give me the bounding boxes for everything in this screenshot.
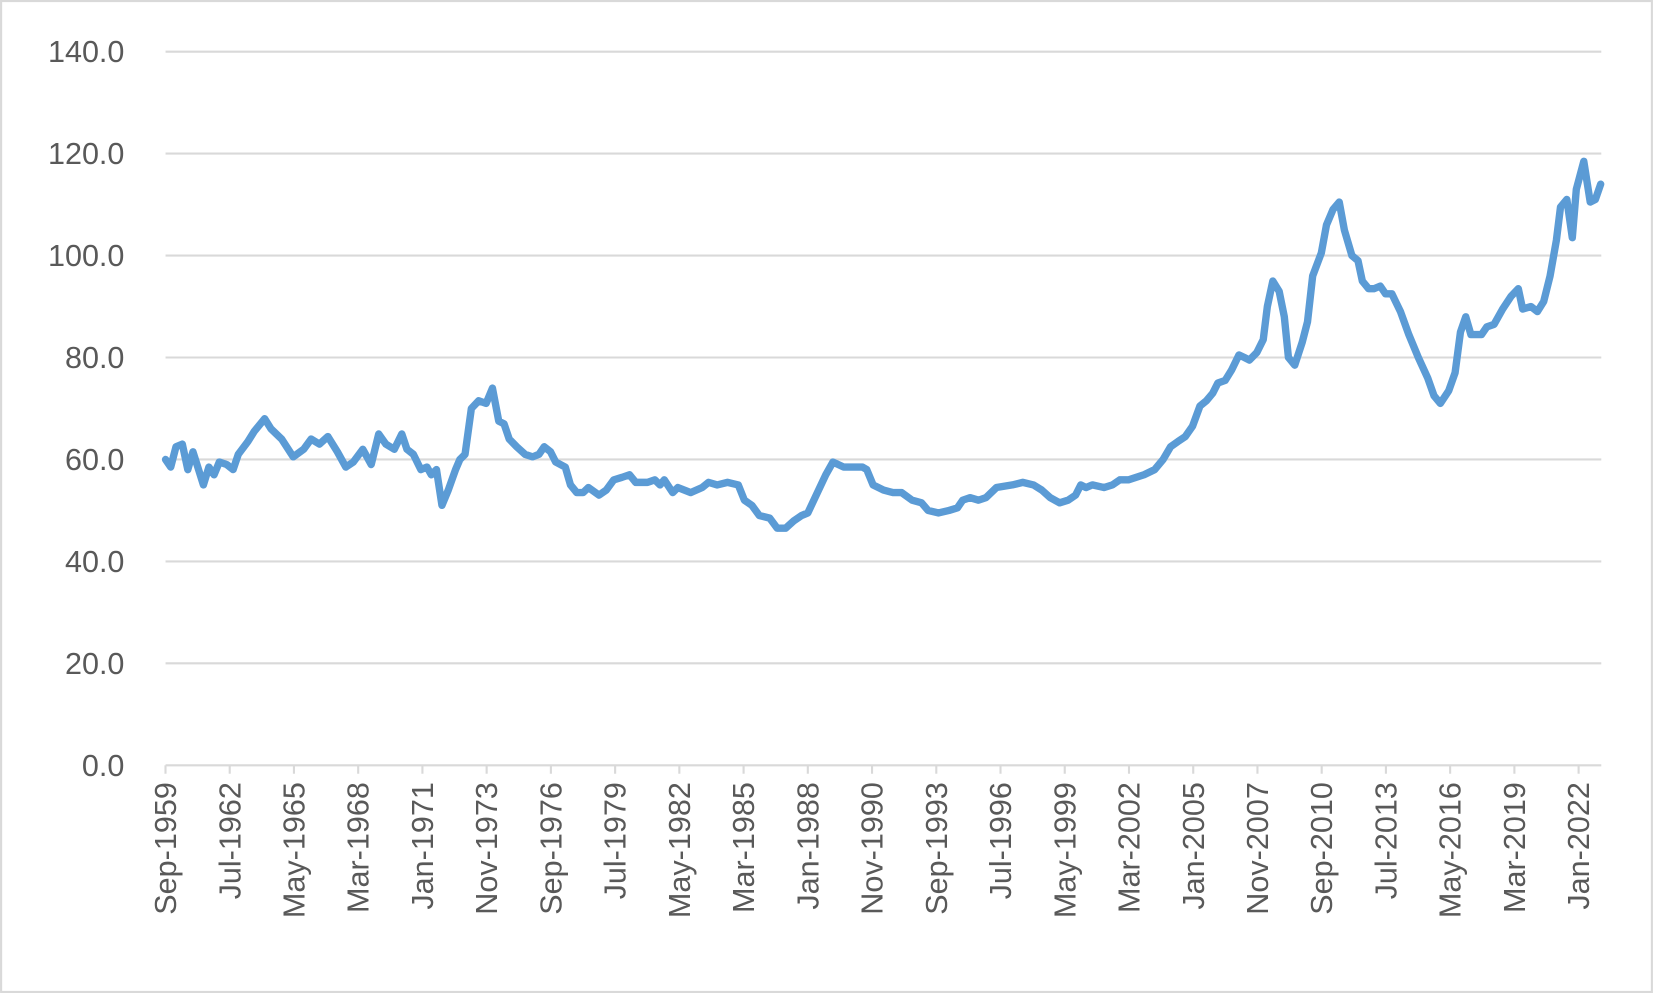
x-tick-label: Mar-1985 [727, 782, 761, 913]
x-tick-label: May-1982 [663, 782, 697, 918]
y-tick-label: 60.0 [65, 443, 124, 477]
y-tick-label: 0.0 [82, 749, 125, 783]
x-tick-label: Nov-2007 [1241, 782, 1275, 915]
y-tick-label: 100.0 [48, 239, 124, 273]
y-tick-label: 140.0 [48, 35, 124, 69]
y-tick-label: 120.0 [48, 137, 124, 171]
x-tick-label: Jan-2022 [1562, 782, 1596, 909]
y-tick-label: 40.0 [65, 545, 124, 579]
x-tick-label: May-2016 [1434, 782, 1468, 918]
x-tick-label: Sep-1976 [534, 782, 568, 915]
x-tick-label: Jan-1988 [791, 782, 825, 909]
y-tick-label: 80.0 [65, 341, 124, 375]
x-tick-label: Sep-1993 [920, 782, 954, 915]
x-tick-label: Jul-1979 [599, 782, 633, 899]
x-tick-label: Jan-1971 [406, 782, 440, 909]
x-tick-label: Jul-1962 [213, 782, 247, 899]
x-tick-label: Jul-2013 [1369, 782, 1403, 899]
x-tick-label: Nov-1973 [470, 782, 504, 915]
x-tick-label: Sep-2010 [1305, 782, 1339, 915]
x-tick-label: May-1999 [1048, 782, 1082, 918]
data-line [161, 157, 1605, 532]
x-tick-label: May-1965 [277, 782, 311, 918]
x-tick-label: Jan-2005 [1177, 782, 1211, 909]
y-tick-label: 20.0 [65, 647, 124, 681]
x-tick-label: Sep-1959 [149, 782, 183, 915]
x-tick-label: Jul-1996 [984, 782, 1018, 899]
x-tick-label: Mar-1968 [342, 782, 376, 913]
x-tick-label: Mar-2002 [1113, 782, 1147, 913]
x-tick-label: Mar-2019 [1498, 782, 1532, 913]
x-tick-label: Nov-1990 [856, 782, 890, 915]
